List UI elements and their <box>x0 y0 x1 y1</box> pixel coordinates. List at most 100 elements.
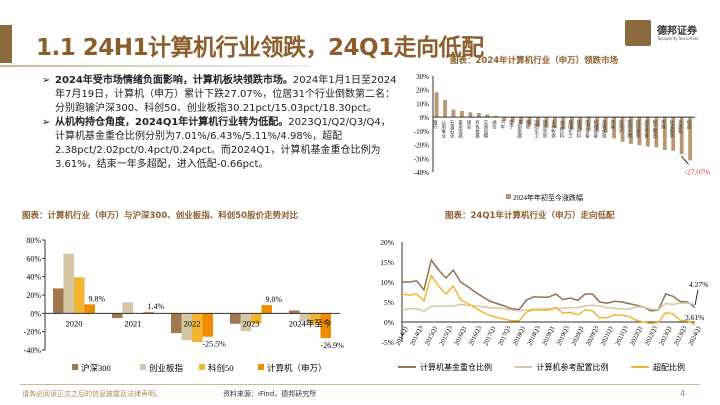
category-label: 纺织服饰 <box>635 119 641 140</box>
category-label: 石油石化 <box>449 120 455 140</box>
y-tick-label: 5% <box>384 298 394 307</box>
category-label: 社会服务 <box>669 119 675 140</box>
bar-煤炭 <box>468 112 473 118</box>
data-source: 资料来源：iFind，德邦研究所 <box>223 390 317 398</box>
x-tick-label: 2020Q1 <box>570 325 585 347</box>
legend-label: 计算机基金重仓比例 <box>420 362 492 372</box>
summary-text: ➢ 2024年受市场情绪负面影响，计算机板块领跌市场。2024年1月1日至2024… <box>42 74 400 172</box>
legend-swatch <box>199 364 205 370</box>
bar-科创50 <box>310 313 321 325</box>
bar-创业板指 <box>240 313 251 332</box>
disclaimer[interactable]: 请务必阅读正文之后的信息披露及法律声明。 <box>22 390 162 398</box>
x-tick-label: 2018Q3 <box>526 325 541 347</box>
bar-国防军工 <box>536 117 540 127</box>
x-tick-label: 2016Q3 <box>468 325 483 347</box>
bullet-1: ➢ 2024年受市场情绪负面影响，计算机板块领跌市场。2024年1月1日至2024… <box>42 74 400 116</box>
bar-沪深300 <box>171 313 182 334</box>
y-tick-label: -20% <box>414 142 429 150</box>
y-tick-label: 20% <box>380 238 394 247</box>
company-logo: 德邦证券 Topsperity Securities <box>625 20 715 50</box>
category-label: 美容护理 <box>601 119 607 139</box>
legend-swatch <box>140 364 146 370</box>
bar-房地产 <box>620 117 625 142</box>
x-tick-label: 2015Q1 <box>424 325 439 347</box>
x-tick-label: 2022Q1 <box>629 325 644 347</box>
bar-社会服务 <box>671 117 676 151</box>
arrow-bullet-icon: ➢ <box>42 117 51 128</box>
series-line-1 <box>401 302 696 313</box>
series-line-0 <box>402 258 696 312</box>
category-label: 汽车 <box>500 119 506 131</box>
bullet-heading: 2024年受市场情绪负面影响，计算机板块领跌市场。 <box>55 75 293 86</box>
category-label: 传媒 <box>661 119 667 131</box>
category-label: 公用事业 <box>441 120 447 138</box>
category-label: 家用电器 <box>458 119 464 140</box>
category-label: 综合 <box>686 119 692 131</box>
bar-建筑材料 <box>578 117 583 131</box>
x-tick-label: 2024Q1 <box>688 325 703 347</box>
bar-科创50 <box>251 313 262 324</box>
footer-divider <box>20 384 700 385</box>
bar-交通运输 <box>485 114 490 118</box>
category-label: 商贸零售 <box>644 119 650 140</box>
data-label: 1.4% <box>148 302 165 311</box>
bar-建筑装饰 <box>544 117 549 128</box>
bar-计算机（申万） <box>320 313 331 338</box>
category-label: 轻工制造 <box>652 119 658 140</box>
y-tick-label: -30% <box>414 155 429 163</box>
legend-label: 沪深300 <box>81 363 111 373</box>
bar-石油石化 <box>451 109 456 118</box>
bar-沪深300 <box>230 313 241 324</box>
bar-环保 <box>612 117 616 139</box>
category-label: 建筑装饰 <box>542 119 548 140</box>
bar-计算机（申万） <box>202 313 213 337</box>
y-tick-label: 0% <box>30 309 41 318</box>
bar-电子 <box>510 117 515 123</box>
series-line-2 <box>401 273 696 326</box>
index-comparison-chart: 80% 60% 40% 20% 0% -20% -40% 2020 9.8% 2021 1.4% 20… <box>24 236 344 373</box>
bar-商贸零售 <box>645 117 650 147</box>
y-tick-label: -40% <box>24 346 42 355</box>
logo-mark-icon <box>625 20 651 46</box>
category-label: 房地产 <box>618 119 624 135</box>
category-label: 环保 <box>610 120 616 131</box>
y-tick-label: -10% <box>414 128 429 136</box>
title-accent-bar <box>0 25 12 63</box>
x-tick-label: 2023Q1 <box>658 325 673 347</box>
title-divider <box>0 65 310 67</box>
x-tick-label: 2022Q3 <box>644 325 659 347</box>
bar-综合 <box>688 117 693 161</box>
category-label: 电力设备 <box>585 119 591 140</box>
legend-label: 超配比例 <box>653 362 685 372</box>
category-label: 有色金属 <box>475 119 481 140</box>
chart1-caption: 图表：计算机行业（申万）与沪深300、创业板指、科创50股价走势对比 <box>22 211 299 221</box>
x-tick-label: 2024年至今 <box>289 318 332 328</box>
annotation-label: 3.61% <box>685 313 704 322</box>
chart3-caption: 图表：24Q1年计算机行业（申万）走向低配 <box>445 211 615 221</box>
bar-沪深300 <box>112 313 123 319</box>
category-label: 交通运输 <box>483 119 489 140</box>
x-tick-label: 2020 <box>66 318 83 328</box>
x-tick-label: 2022 <box>184 318 201 328</box>
category-label: 钢铁 <box>525 119 531 131</box>
category-label: 食品饮料 <box>559 119 565 140</box>
x-tick-label: 2015Q3 <box>439 325 454 347</box>
x-tick-label: 2017Q1 <box>483 325 498 347</box>
bar-医药生物 <box>629 117 633 144</box>
category-label: 煤炭 <box>466 119 472 131</box>
legend-label: 2024年年初至今涨跌幅 <box>513 193 583 202</box>
y-tick-label: 80% <box>26 236 41 245</box>
page-number: 4 <box>680 389 686 398</box>
data-label: 9.8% <box>89 294 106 303</box>
bar-创业板指 <box>181 313 192 341</box>
arrow-bullet-icon: ➢ <box>42 75 51 86</box>
bullet-body: 2023Q1/Q2/Q3/Q4，计算机基金重仓比例分别为7.01%/6.43%/… <box>55 117 391 170</box>
bullet-body: 2024年1月1日至2024年7月19日，计算机（申万）累计下跌27.07%，位… <box>55 75 397 114</box>
legend-label: 计算机参考配置比例 <box>537 362 609 372</box>
bullet-2: ➢ 从机构持仓角度，2024Q1年计算机行业转为低配。2023Q1/Q2/Q3/Q… <box>42 116 400 172</box>
bar-食品饮料 <box>561 117 566 129</box>
bar-公用事业 <box>443 100 447 118</box>
y-tick-label: 20% <box>26 291 41 300</box>
x-tick-label: 2017Q3 <box>497 325 512 347</box>
bar-通信 <box>493 115 498 118</box>
